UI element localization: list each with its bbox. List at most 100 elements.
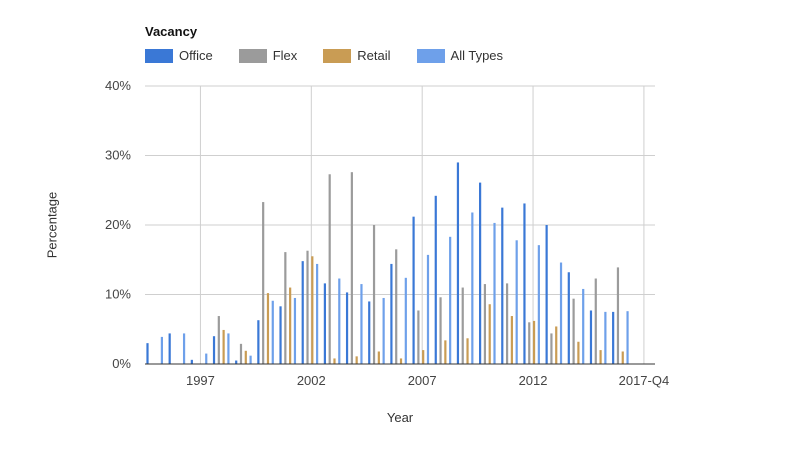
bar-office: [235, 360, 238, 364]
x-tick-label: 1997: [186, 373, 215, 388]
bar-office: [279, 306, 282, 364]
bar-office: [434, 195, 437, 364]
bar-flex: [594, 278, 597, 364]
y-tick-label: 0%: [112, 356, 131, 371]
bar-office: [589, 310, 593, 364]
bar-retail: [621, 351, 624, 364]
bar-all-types: [404, 277, 407, 364]
bar-all-types: [360, 284, 363, 364]
bar-flex: [395, 249, 398, 364]
bar-retail: [333, 358, 336, 364]
bar-all-types: [582, 288, 585, 364]
bar-flex: [350, 172, 353, 364]
bar-retail: [488, 304, 491, 364]
bar-office: [412, 216, 415, 364]
bar-retail: [289, 287, 292, 364]
bar-flex: [217, 316, 220, 364]
bar-office: [567, 272, 570, 364]
bar-office: [456, 162, 460, 364]
bar-retail: [444, 340, 447, 364]
bar-office: [212, 336, 216, 364]
legend-swatch-all-types: [416, 48, 445, 63]
bar-retail: [599, 350, 602, 364]
bar-all-types: [449, 236, 452, 364]
bar-all-types: [227, 333, 230, 364]
bar-all-types: [471, 212, 474, 364]
bar-retail: [466, 338, 469, 364]
bar-all-types: [515, 240, 518, 364]
bar-office: [368, 301, 371, 364]
bar-all-types: [316, 263, 319, 364]
bar-office: [345, 292, 349, 364]
y-tick-label: 10%: [105, 287, 131, 302]
bar-retail: [510, 316, 513, 364]
y-tick-label: 20%: [105, 217, 131, 232]
bar-all-types: [182, 333, 186, 364]
bar-retail: [399, 358, 403, 364]
bar-flex: [306, 250, 309, 364]
bar-flex: [528, 322, 531, 364]
bar-office: [479, 182, 482, 364]
legend-title: Vacancy: [145, 24, 198, 39]
y-tick-label: 40%: [105, 78, 131, 93]
bar-office: [168, 333, 171, 364]
legend-label-office: Office: [179, 48, 213, 63]
legend-label-retail: Retail: [357, 48, 391, 63]
bar-flex: [461, 287, 464, 364]
bar-all-types: [426, 254, 430, 364]
bar-all-types: [604, 311, 607, 364]
bar-retail: [244, 350, 247, 364]
bar-office: [523, 203, 526, 364]
bar-flex: [550, 333, 553, 364]
bar-retail: [355, 356, 358, 364]
bar-flex: [262, 202, 265, 364]
bar-retail: [532, 320, 536, 364]
legend-item-office[interactable]: Office: [145, 48, 213, 63]
bar-all-types: [205, 353, 208, 364]
bar-office: [257, 320, 260, 364]
bar-retail: [577, 341, 580, 364]
bar-flex: [372, 225, 376, 364]
x-tick-label: 2002: [297, 373, 326, 388]
bar-flex: [417, 310, 420, 364]
y-tick-label: 30%: [105, 148, 131, 163]
legend-label-flex: Flex: [272, 48, 298, 63]
bar-office: [146, 343, 149, 364]
x-tick-label: 2012: [519, 373, 548, 388]
bar-office: [501, 207, 504, 364]
bar-flex: [616, 267, 620, 364]
bar-flex: [505, 283, 509, 364]
bar-flex: [239, 343, 243, 364]
bar-retail: [311, 256, 314, 364]
bar-all-types: [249, 355, 252, 364]
x-tick-label: 2017-Q4: [619, 373, 670, 388]
bar-retail: [222, 329, 225, 364]
x-axis-title: Year: [386, 410, 414, 425]
bar-flex: [328, 174, 331, 364]
legend-item-all-types[interactable]: All Types: [416, 48, 504, 63]
bar-all-types: [626, 311, 629, 364]
y-axis-title: Percentage: [44, 191, 60, 259]
bar-office: [301, 261, 304, 364]
bar-flex: [483, 284, 487, 364]
bar-all-types: [160, 336, 163, 364]
legend-swatch-office: [145, 48, 173, 63]
legend-label-all-types: All Types: [450, 48, 504, 63]
bar-office: [390, 263, 393, 364]
bar-retail: [422, 350, 425, 364]
bar-all-types: [338, 278, 341, 364]
bar-flex: [439, 297, 442, 364]
legend-swatch-flex: [238, 48, 267, 63]
legend-item-flex[interactable]: Flex: [238, 48, 298, 63]
bar-all-types: [271, 300, 274, 364]
bar-all-types: [382, 297, 385, 364]
bar-all-types: [559, 262, 563, 364]
bar-all-types: [293, 297, 297, 364]
bar-flex: [284, 252, 287, 364]
legend: Office Flex Retail All Types: [145, 48, 529, 63]
legend-item-retail[interactable]: Retail: [323, 48, 391, 63]
bar-flex: [572, 298, 575, 364]
bar-office: [545, 225, 548, 364]
bar-office: [612, 311, 615, 364]
